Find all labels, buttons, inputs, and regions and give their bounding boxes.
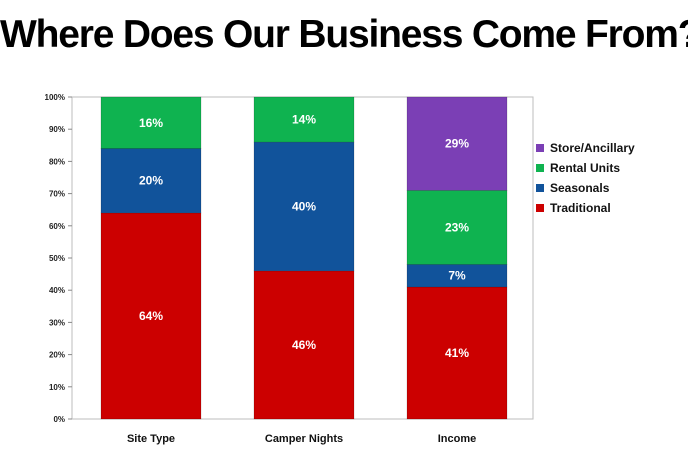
bar-segment-traditional (406, 286, 508, 420)
bar-segment-traditional (100, 212, 202, 420)
x-category-label: Income (438, 433, 477, 445)
x-category-label: Site Type (127, 433, 175, 445)
bar-segment-seasonals (100, 148, 202, 214)
legend-swatch (536, 144, 544, 152)
y-tick-label: 30% (49, 318, 65, 327)
bar-segment-store-ancillary (406, 96, 508, 191)
y-tick-label: 10% (49, 383, 65, 392)
y-tick-label: 70% (49, 190, 65, 199)
y-tick-label: 40% (49, 286, 65, 295)
bar-segment-seasonals (253, 141, 355, 272)
legend-label: Traditional (550, 201, 611, 215)
bar-segment-rental-units (100, 96, 202, 149)
y-tick-label: 90% (49, 125, 65, 134)
bar-value-label: 20% (139, 174, 163, 188)
bar-segment-rental-units (253, 96, 355, 143)
bar-value-label: 14% (292, 113, 316, 127)
y-tick-label: 60% (49, 222, 65, 231)
bar-value-label: 7% (448, 269, 466, 283)
bar-value-label: 41% (445, 346, 469, 360)
legend-swatch (536, 164, 544, 172)
legend-label: Rental Units (550, 161, 620, 175)
legend-swatch (536, 204, 544, 212)
bar-segment-rental-units (406, 190, 508, 265)
legend-swatch (536, 184, 544, 192)
bar-value-label: 46% (292, 338, 316, 352)
y-tick-label: 50% (49, 254, 65, 263)
chart-title: Where Does Our Business Come From? (0, 13, 688, 56)
y-tick-label: 100% (45, 93, 65, 102)
bar-value-label: 64% (139, 309, 163, 323)
bar-value-label: 29% (445, 137, 469, 151)
y-tick-label: 80% (49, 157, 65, 166)
bar-value-label: 23% (445, 220, 469, 234)
legend-label: Seasonals (550, 181, 610, 195)
bar-segment-traditional (253, 270, 355, 420)
x-category-label: Camper Nights (265, 433, 343, 445)
y-tick-label: 20% (49, 351, 65, 360)
y-tick-label: 0% (53, 415, 65, 424)
bar-value-label: 16% (139, 116, 163, 130)
legend-label: Store/Ancillary (550, 141, 635, 155)
bar-value-label: 40% (292, 199, 316, 213)
